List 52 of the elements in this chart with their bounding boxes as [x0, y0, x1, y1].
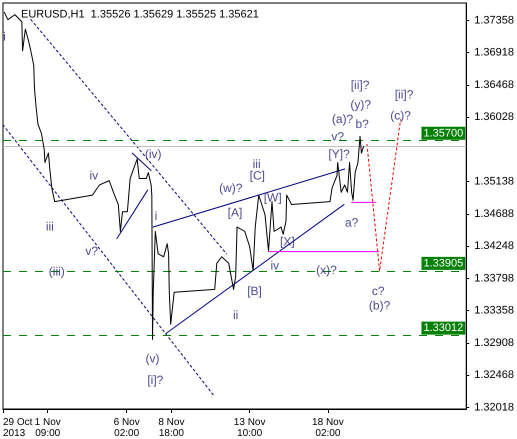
y-tick-label: 1.36918: [474, 46, 514, 58]
annotation: i: [154, 209, 158, 224]
y-tick-label: 1.32908: [474, 337, 514, 350]
annotation: (x)?: [316, 262, 338, 277]
annotation: [B]: [247, 284, 262, 298]
y-tick-label: 1.33798: [474, 272, 514, 285]
annotation: [C]: [250, 168, 265, 183]
annotation: a?: [344, 216, 359, 230]
annotation: (b)?: [368, 298, 391, 312]
annotation: [ii]?: [394, 87, 414, 102]
ref-line-label: 1.35700: [423, 127, 464, 140]
annotation: (v): [146, 351, 160, 366]
y-tick-label: 1.32468: [474, 369, 514, 382]
annotation: v?: [85, 244, 98, 258]
annotation: iv: [89, 168, 98, 183]
ref-line-label: 1.33012: [423, 322, 464, 334]
y-tick-label: 1.33358: [474, 304, 514, 317]
x-tick-label: 8 Nov 18:00: [158, 417, 184, 439]
annotation: iii: [252, 156, 261, 171]
annotation: [X]: [280, 234, 295, 249]
annotation: [ii]?: [350, 78, 370, 92]
annotation: c?: [372, 284, 385, 298]
annotation: (y)?: [350, 98, 372, 112]
annotation: [W]: [264, 190, 282, 204]
x-tick-label: 6 Nov 02:00: [114, 417, 140, 439]
y-tick-label: 1.35138: [474, 175, 514, 188]
annotation: [i]?: [147, 373, 164, 387]
x-tick-label: 1 Nov 09:00: [34, 417, 61, 439]
y-tick-label: 1.34248: [474, 240, 514, 252]
ref-line-label: 1.33905: [423, 257, 464, 270]
annotation: v?: [331, 129, 344, 144]
annotation: (a)?: [332, 112, 354, 126]
annotation: [Y]?: [328, 146, 350, 161]
y-tick-label: 1.36468: [474, 79, 514, 92]
y-tick-label: 1.37358: [474, 14, 514, 27]
annotation: (iii): [48, 264, 65, 278]
x-tick-label: 18 Nov 02:00: [312, 417, 344, 439]
annotation: (iv): [144, 146, 162, 161]
x-tick-label: 13 Nov 10:00: [234, 417, 266, 439]
y-tick-label: 1.34688: [474, 208, 514, 220]
annotation: b?: [355, 117, 370, 132]
annotation: (c)?: [390, 108, 412, 122]
annotation: [A]: [228, 206, 242, 220]
y-tick-label: 1.32018: [474, 402, 514, 414]
y-tick-label: 1.36028: [474, 110, 514, 123]
annotation: i: [3, 29, 6, 44]
annotation: iv: [270, 258, 280, 272]
annotation: iii: [46, 219, 54, 234]
x-tick-label: 29 Oct 2013: [3, 417, 33, 439]
annotation: (w)?: [219, 180, 243, 195]
text: EURUSD,H1 1.35526 1.35629 1.35525 1.35621: [21, 8, 259, 20]
annotation: ii: [232, 308, 238, 322]
